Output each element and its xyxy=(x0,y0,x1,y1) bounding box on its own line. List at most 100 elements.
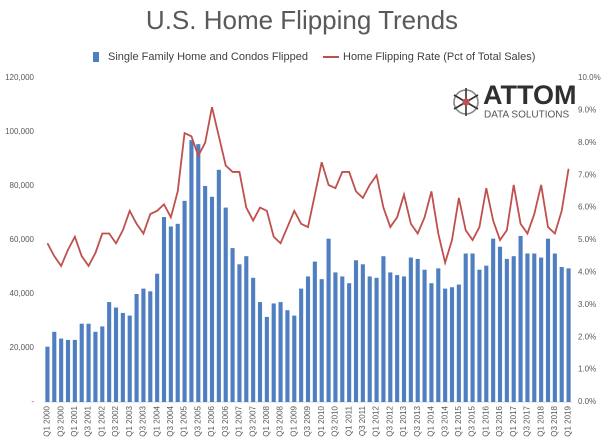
bar xyxy=(113,307,119,402)
bar xyxy=(374,277,379,402)
x-tick-label: Q3 2010 xyxy=(331,405,340,436)
x-tick-label: Q3 2018 xyxy=(550,405,559,436)
bar xyxy=(161,217,167,402)
bar xyxy=(388,272,393,402)
bar xyxy=(86,323,91,402)
y2-tick-label: 7.0% xyxy=(578,170,596,179)
bar xyxy=(299,288,304,402)
bar xyxy=(244,256,249,402)
y-tick-label: 60,000 xyxy=(10,235,35,244)
y-tick-label: 100,000 xyxy=(5,127,34,136)
logo-icon xyxy=(453,88,479,116)
bar xyxy=(319,279,324,402)
bar xyxy=(209,196,215,402)
bar xyxy=(230,248,235,402)
x-tick-label: Q1 2002 xyxy=(97,405,106,436)
x-tick-label: Q1 2016 xyxy=(481,405,490,436)
bar xyxy=(141,288,146,402)
bar xyxy=(72,339,77,402)
x-tick-label: Q1 2012 xyxy=(372,405,381,436)
bar xyxy=(449,287,455,402)
y2-tick-label: 4.0% xyxy=(578,268,596,277)
bar xyxy=(251,277,256,402)
bar xyxy=(360,264,365,402)
bar xyxy=(552,253,557,402)
bar xyxy=(203,186,208,402)
x-tick-label: Q3 2003 xyxy=(139,405,148,436)
bar xyxy=(559,267,564,402)
y2-tick-label: 5.0% xyxy=(578,235,596,244)
x-tick-label: Q1 2017 xyxy=(509,405,518,436)
bar xyxy=(93,331,98,402)
bar xyxy=(120,312,125,402)
x-tick-label: Q1 2003 xyxy=(125,405,134,436)
bar xyxy=(223,207,228,402)
bar xyxy=(326,238,331,402)
chart-title: U.S. Home Flipping Trends xyxy=(146,5,458,35)
bar xyxy=(59,338,64,402)
bar xyxy=(525,253,530,402)
x-tick-label: Q1 2011 xyxy=(344,405,353,436)
x-tick-label: Q3 2017 xyxy=(523,405,532,436)
bar xyxy=(443,288,448,402)
bar xyxy=(52,331,57,402)
y-tick-label: 120,000 xyxy=(5,73,34,82)
x-tick-label: Q1 2009 xyxy=(289,405,298,436)
bar xyxy=(285,310,290,402)
bar xyxy=(134,294,139,402)
x-tick-label: Q3 2016 xyxy=(495,405,504,436)
bar xyxy=(477,269,482,402)
bar xyxy=(340,276,345,402)
bar xyxy=(305,276,311,402)
y2-tick-label: 10.0% xyxy=(578,73,601,82)
bar xyxy=(189,140,194,402)
bar xyxy=(511,256,516,402)
line xyxy=(46,106,570,268)
logo-name: ATTOM xyxy=(483,80,577,110)
bar xyxy=(532,253,537,402)
bar xyxy=(367,276,372,402)
x-tick-label: Q1 2013 xyxy=(399,405,408,436)
bar xyxy=(237,264,242,402)
x-tick-label: Q3 2014 xyxy=(440,405,449,436)
x-tick-label: Q3 2002 xyxy=(111,405,120,436)
bar xyxy=(182,200,187,402)
y-tick-label: 40,000 xyxy=(10,289,35,298)
bar xyxy=(271,303,276,402)
y2-tick-label: 9.0% xyxy=(578,106,596,115)
y2-tick-label: 2.0% xyxy=(578,332,596,341)
bar xyxy=(463,253,468,402)
bar xyxy=(504,258,509,402)
x-tick-label: Q3 2011 xyxy=(358,405,367,436)
bar xyxy=(545,238,551,402)
legend-swatch xyxy=(93,52,99,62)
bar xyxy=(395,275,400,402)
y-tick-label: - xyxy=(31,397,34,406)
bar xyxy=(381,256,386,402)
x-tick-label: Q1 2019 xyxy=(564,405,573,436)
bar xyxy=(518,235,523,402)
bar xyxy=(216,169,221,402)
bar xyxy=(65,339,71,402)
bar xyxy=(100,326,105,402)
bar xyxy=(148,291,153,402)
bar xyxy=(79,323,84,402)
y2-tick-label: 8.0% xyxy=(578,138,596,147)
bar xyxy=(401,276,407,402)
bar xyxy=(347,283,352,402)
x-tick-label: Q1 2004 xyxy=(152,405,161,436)
x-tick-label: Q3 2008 xyxy=(276,405,285,436)
bar xyxy=(470,253,475,402)
x-tick-label: Q3 2012 xyxy=(385,405,394,436)
bar xyxy=(415,258,420,402)
bar xyxy=(155,273,160,402)
y2-tick-label: 6.0% xyxy=(578,203,596,212)
bar xyxy=(168,226,173,402)
x-tick-label: Q3 2009 xyxy=(303,405,312,436)
y-tick-label: 20,000 xyxy=(10,343,35,352)
legend-label: Single Family Home and Condos Flipped xyxy=(108,51,308,63)
x-tick-label: Q1 2008 xyxy=(262,405,271,436)
bar xyxy=(484,265,489,402)
x-tick-label: Q3 2001 xyxy=(84,405,93,436)
